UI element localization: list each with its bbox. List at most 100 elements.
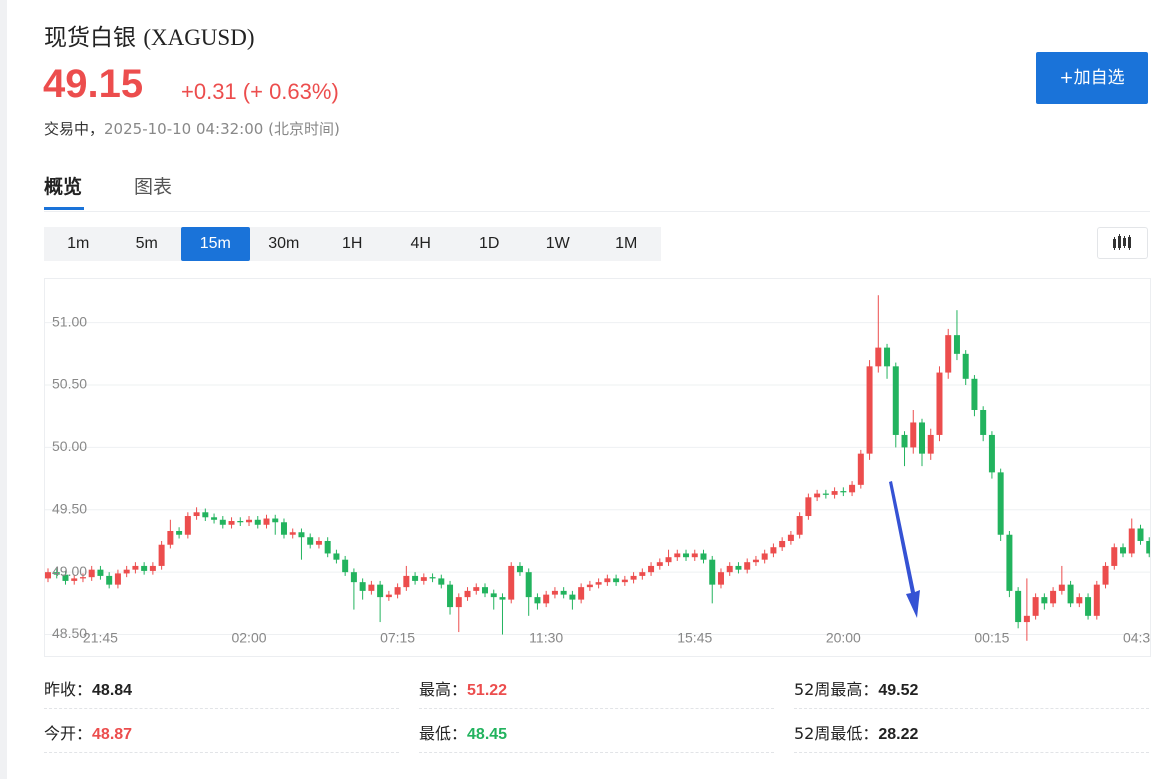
- candle-body: [438, 578, 445, 585]
- interval-button[interactable]: 4H: [410, 235, 431, 252]
- candle-body: [648, 565, 655, 573]
- candle-body: [211, 517, 218, 520]
- candle-body: [1023, 615, 1030, 623]
- candle-body: [884, 347, 891, 367]
- candle-body: [560, 590, 567, 595]
- stat-value: 48.87: [92, 726, 133, 743]
- y-tick-label: 50.00: [52, 438, 87, 454]
- chart-type-button[interactable]: [1097, 227, 1148, 259]
- candle-body: [377, 584, 384, 598]
- interval-button[interactable]: 1M: [615, 235, 638, 252]
- candle-body: [412, 575, 419, 581]
- candle-body: [149, 565, 156, 571]
- candle-body: [1085, 597, 1092, 616]
- candle-body: [752, 559, 759, 563]
- stat: 52周最低：28.22: [794, 720, 918, 744]
- interval-button[interactable]: 1H: [342, 235, 363, 252]
- interval-bar: 1m 5m 15m 30m 1H 4H 1D 1W 1M: [44, 227, 661, 261]
- interval-button[interactable]: 5m: [135, 235, 158, 252]
- stat-value: 51.22: [467, 682, 508, 699]
- interval-button[interactable]: 15m: [181, 227, 250, 261]
- candle-body: [630, 575, 637, 580]
- y-tick-label: 51.00: [52, 313, 87, 329]
- active-tab-indicator: [44, 207, 84, 210]
- candle-body: [770, 547, 777, 554]
- candle-body: [578, 587, 585, 600]
- candle-body: [525, 572, 532, 598]
- add-watchlist-button[interactable]: +加自选: [1036, 52, 1148, 104]
- candle-body: [534, 597, 541, 604]
- y-tick-label: 50.50: [52, 376, 87, 392]
- candle-body: [1146, 540, 1150, 554]
- candle-body: [429, 577, 436, 579]
- candle-body: [342, 559, 349, 573]
- candle-body: [1032, 597, 1039, 616]
- candle-body: [176, 531, 183, 535]
- candle-body: [516, 565, 523, 573]
- chart-container: 48.50 49.00 49.50 50.00 50.50 51.00 21:45 02:00…: [44, 278, 1151, 657]
- candle-body: [350, 572, 357, 583]
- candle-body: [324, 540, 331, 554]
- candle-body: [936, 372, 943, 435]
- candle-body: [1102, 565, 1109, 585]
- candle-body: [988, 434, 995, 473]
- candle-body: [1111, 547, 1118, 566]
- candle-body: [62, 574, 69, 581]
- stat-separator: [794, 752, 1149, 753]
- candle-body: [88, 569, 95, 578]
- candle-body: [1015, 590, 1022, 623]
- candle-body: [1041, 597, 1048, 604]
- candle-body: [726, 565, 733, 573]
- candle-body: [132, 565, 139, 570]
- candle-body: [45, 572, 51, 579]
- candle-body: [237, 521, 244, 523]
- tab-separator: [44, 211, 1150, 212]
- price: 49.15: [43, 62, 144, 106]
- candle-body: [368, 584, 375, 591]
- stat-value: 28.22: [878, 726, 919, 743]
- candle-body: [333, 553, 340, 560]
- y-tick-label: 49.50: [52, 500, 87, 516]
- candle-body: [980, 409, 987, 435]
- candle-body: [910, 422, 917, 448]
- tab-chart[interactable]: 图表: [134, 176, 173, 198]
- candle-body: [289, 532, 296, 535]
- stat-label: 52周最低：: [794, 724, 879, 743]
- candle-body: [814, 493, 821, 498]
- candle-body: [683, 553, 690, 558]
- candle-body: [307, 537, 314, 545]
- candle-body: [473, 587, 480, 591]
- candle-body: [490, 593, 497, 598]
- candle-body: [141, 565, 148, 571]
- candle-body: [831, 491, 838, 495]
- interval-button[interactable]: 30m: [268, 235, 300, 252]
- candle-body: [953, 335, 960, 354]
- interval-button[interactable]: 1D: [479, 235, 500, 252]
- candle-body: [1067, 584, 1074, 604]
- candle-body: [114, 573, 121, 585]
- candle-body: [385, 594, 392, 598]
- candle-body: [849, 484, 856, 493]
- candle-body: [779, 540, 786, 548]
- candle-body: [927, 434, 934, 454]
- candle-body: [359, 582, 366, 591]
- candle-body: [508, 565, 515, 600]
- candle-body: [866, 366, 873, 454]
- stat-label: 今开：: [44, 724, 93, 743]
- interval-button[interactable]: 1m: [67, 235, 90, 252]
- candle-body: [184, 516, 191, 535]
- stat: 今开：48.87: [44, 720, 132, 744]
- candle-body: [167, 531, 174, 545]
- candle-body: [298, 532, 305, 538]
- candle-body: [1076, 597, 1083, 604]
- candle-body: [945, 335, 952, 373]
- stat: 最低：48.45: [419, 720, 507, 744]
- annotation-arrow: [889, 481, 920, 618]
- stat: 最高：51.22: [419, 676, 507, 700]
- tab-overview[interactable]: 概览: [44, 176, 83, 198]
- candle-body: [822, 493, 829, 495]
- candle-body: [71, 578, 78, 581]
- interval-button[interactable]: 1W: [545, 235, 570, 252]
- timestamp: 2025-10-10 04:32:00: [104, 120, 264, 138]
